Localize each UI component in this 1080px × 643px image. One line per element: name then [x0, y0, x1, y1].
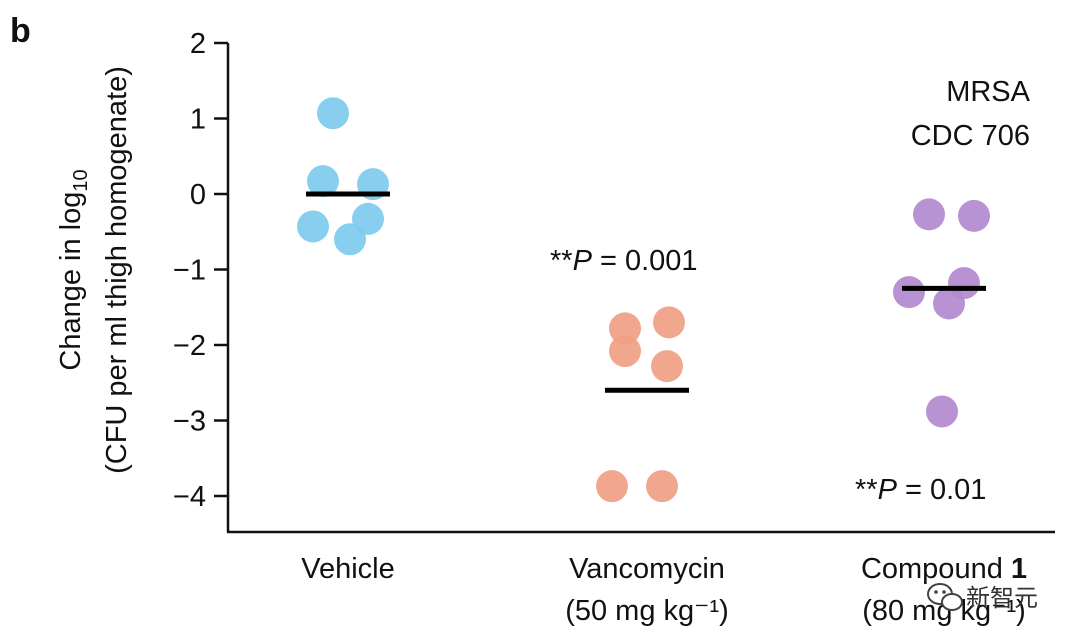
- data-point: [609, 335, 641, 368]
- compound1-p-number: = 0.01: [897, 474, 987, 506]
- data-point: [297, 210, 329, 243]
- data-point: [913, 198, 945, 231]
- y-axis-label-line2: (CFU per ml thigh homogenate): [101, 66, 133, 474]
- y-tick-label: −4: [173, 481, 206, 513]
- vancomycin-p-letter: P: [573, 245, 593, 277]
- category-label: Vancomycin: [569, 553, 725, 585]
- data-point: [926, 395, 958, 428]
- data-point: [933, 287, 965, 320]
- data-point: [958, 199, 990, 232]
- category-label: Compound 1: [861, 553, 1027, 585]
- data-point: [646, 470, 678, 503]
- data-point: [651, 350, 683, 383]
- data-point: [317, 97, 349, 130]
- compound1-stars: **: [855, 474, 878, 506]
- vancomycin-p-value: **P = 0.001: [550, 245, 698, 277]
- strain-label-line2: CDC 706: [911, 120, 1030, 152]
- data-point: [609, 312, 641, 345]
- watermark-text: 新智元: [966, 584, 1038, 612]
- data-point: [307, 165, 339, 198]
- y-tick-label: −2: [173, 330, 206, 362]
- compound1-p-letter: P: [878, 474, 898, 506]
- svg-text:Change in log10: Change in log10: [55, 169, 92, 370]
- y-ticks: 2 1 0 −1 −2 −3 −4: [173, 28, 228, 513]
- vancomycin-p-number: = 0.001: [592, 245, 698, 277]
- data-point: [334, 223, 366, 256]
- watermark: 新智元: [927, 583, 1038, 612]
- compound1-p-value: **P = 0.01: [855, 474, 986, 506]
- data-point: [596, 470, 628, 503]
- vancomycin-stars: **: [550, 245, 573, 277]
- data-point: [893, 276, 925, 309]
- category-labels: Vehicle Vancomycin(50 mg kg⁻¹)Compound 1(…: [301, 553, 1027, 627]
- y-tick-label: 1: [190, 104, 206, 136]
- y-axis-label: Change in log10 (CFU per ml thigh homoge…: [55, 66, 133, 474]
- y-tick-label: −3: [173, 406, 206, 438]
- category-sublabel: (50 mg kg⁻¹): [565, 595, 729, 627]
- y-axis-label-subscript: 10: [70, 169, 92, 191]
- category-label: Vehicle: [301, 553, 395, 585]
- y-tick-label: −1: [173, 255, 206, 287]
- wechat-icon: [927, 583, 963, 611]
- y-tick-label: 2: [190, 28, 206, 60]
- strain-label-line1: MRSA: [946, 76, 1030, 108]
- mean-bars: [306, 191, 986, 393]
- data-points: [297, 97, 990, 503]
- data-point: [653, 306, 685, 339]
- y-axis-label-line1: Change in log: [55, 192, 87, 371]
- panel-label: b: [10, 12, 31, 50]
- y-tick-label: 0: [190, 179, 206, 211]
